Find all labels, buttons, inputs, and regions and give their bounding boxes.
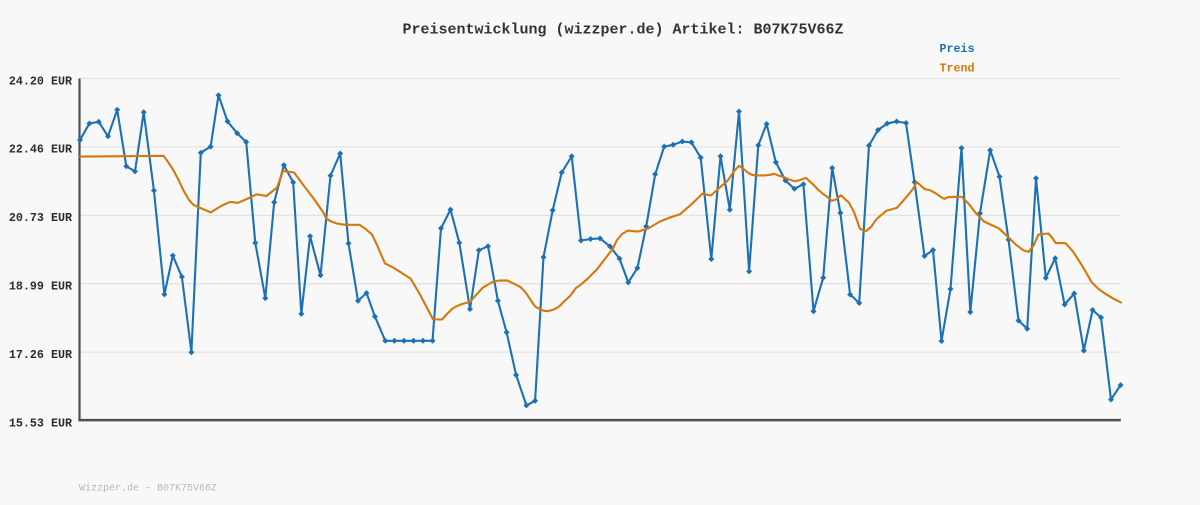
svg-text:17.26 EUR: 17.26 EUR — [9, 348, 72, 362]
svg-text:15.53 EUR: 15.53 EUR — [9, 416, 72, 430]
svg-text:Wizzper.de - B07K75V66Z: Wizzper.de - B07K75V66Z — [79, 483, 217, 495]
svg-text:Trend: Trend — [940, 62, 975, 76]
svg-text:24.20 EUR: 24.20 EUR — [9, 74, 72, 88]
svg-text:20.73 EUR: 20.73 EUR — [9, 211, 72, 225]
svg-text:Preis: Preis — [940, 42, 975, 56]
svg-text:22.46 EUR: 22.46 EUR — [9, 143, 72, 157]
svg-text:18.99 EUR: 18.99 EUR — [9, 280, 72, 294]
svg-text:Preisentwicklung (wizzper.de): Preisentwicklung (wizzper.de) Artikel: B… — [402, 22, 843, 39]
